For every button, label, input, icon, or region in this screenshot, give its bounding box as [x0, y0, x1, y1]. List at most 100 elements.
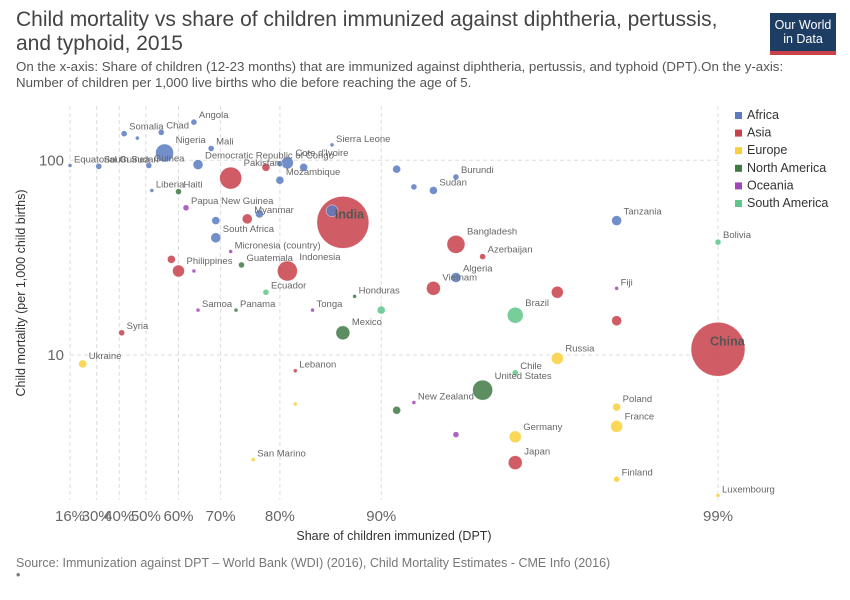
- legend-label[interactable]: Africa: [747, 108, 779, 122]
- data-point[interactable]: [507, 307, 524, 324]
- data-point[interactable]: [714, 238, 722, 246]
- data-point[interactable]: [452, 431, 460, 438]
- data-point[interactable]: [233, 307, 239, 313]
- point-label: Russia: [565, 343, 595, 354]
- axis-labels: 16%30%40%50% 60% 70% 80% 90% 99% 100 10 Share of…: [14, 152, 733, 543]
- data-point[interactable]: [610, 420, 623, 433]
- data-point[interactable]: [512, 369, 519, 377]
- data-point[interactable]: [452, 173, 460, 181]
- data-point[interactable]: [95, 163, 102, 170]
- data-point[interactable]: [120, 130, 128, 137]
- data-point[interactable]: [276, 160, 284, 167]
- data-point[interactable]: [293, 401, 298, 407]
- data-point[interactable]: [690, 322, 746, 377]
- legend-label[interactable]: South America: [747, 196, 828, 210]
- data-point[interactable]: [275, 176, 285, 185]
- data-point[interactable]: [329, 142, 335, 148]
- legend-swatch: [735, 129, 742, 137]
- data-point[interactable]: [238, 261, 245, 269]
- point-label: Mali: [216, 136, 233, 147]
- x-tick-label: 99%: [703, 508, 733, 525]
- grid-lines: [69, 106, 719, 500]
- data-point[interactable]: [429, 186, 438, 195]
- data-point[interactable]: [426, 281, 441, 296]
- data-point[interactable]: [228, 249, 233, 254]
- data-point[interactable]: [377, 305, 386, 315]
- data-point[interactable]: [191, 268, 197, 274]
- data-point[interactable]: [67, 163, 73, 168]
- data-point[interactable]: [158, 129, 165, 136]
- data-point[interactable]: [611, 215, 622, 226]
- point-label: Panama: [240, 299, 276, 310]
- legend-label[interactable]: North America: [747, 161, 826, 175]
- data-point[interactable]: [551, 286, 564, 299]
- point-label: Germany: [523, 422, 562, 433]
- x-tick-label: 50%: [131, 508, 161, 525]
- data-point[interactable]: [210, 232, 221, 243]
- data-point[interactable]: [192, 159, 204, 170]
- data-point[interactable]: [182, 204, 190, 212]
- data-point[interactable]: [509, 430, 522, 444]
- x-tick-label: 60%: [163, 508, 193, 525]
- data-point[interactable]: [242, 213, 253, 225]
- point-label: France: [625, 411, 655, 422]
- point-label: Cote d'Ivoire: [295, 148, 348, 159]
- legend-label[interactable]: Europe: [747, 143, 787, 157]
- data-point[interactable]: [219, 166, 242, 190]
- data-point[interactable]: [145, 162, 153, 169]
- data-point[interactable]: [211, 216, 220, 225]
- our-world-in-data-logo[interactable]: Our World in Data: [770, 13, 836, 55]
- data-point[interactable]: [450, 272, 462, 283]
- data-point[interactable]: [611, 315, 622, 326]
- point-label: Chad: [166, 120, 189, 131]
- point-label: Ukraine: [89, 351, 122, 362]
- data-point[interactable]: [715, 493, 721, 498]
- data-point[interactable]: [78, 359, 87, 369]
- data-point[interactable]: [251, 457, 256, 462]
- point-label: South Africa: [223, 224, 275, 235]
- data-point[interactable]: [149, 188, 155, 193]
- point-label: South Sudan: [104, 154, 159, 165]
- legend-swatch: [735, 164, 742, 172]
- data-point[interactable]: [446, 235, 466, 254]
- data-point[interactable]: [508, 455, 523, 470]
- point-label: India: [335, 207, 365, 221]
- point-label: San Marino: [257, 449, 306, 460]
- data-point[interactable]: [118, 329, 125, 337]
- data-point[interactable]: [299, 163, 308, 172]
- legend-label[interactable]: Oceania: [747, 178, 794, 192]
- data-point[interactable]: [410, 183, 418, 191]
- y-tick-label: 100: [39, 152, 64, 169]
- data-point[interactable]: [255, 209, 264, 219]
- data-point[interactable]: [392, 406, 401, 415]
- data-point[interactable]: [172, 264, 185, 278]
- data-point[interactable]: [472, 379, 493, 401]
- data-point[interactable]: [135, 135, 140, 141]
- data-point[interactable]: [613, 476, 620, 483]
- data-point[interactable]: [310, 307, 315, 313]
- data-point[interactable]: [479, 253, 486, 260]
- data-point[interactable]: [277, 260, 298, 282]
- data-point[interactable]: [293, 368, 298, 373]
- data-point[interactable]: [262, 289, 270, 296]
- data-point[interactable]: [195, 307, 201, 313]
- data-point[interactable]: [207, 145, 215, 152]
- legend-label[interactable]: Asia: [747, 126, 771, 140]
- data-point[interactable]: [175, 188, 182, 195]
- source-note: Source: Immunization against DPT – World…: [16, 556, 611, 570]
- data-point[interactable]: [167, 255, 176, 264]
- data-point[interactable]: [612, 402, 621, 412]
- data-point[interactable]: [261, 163, 271, 172]
- data-point[interactable]: [155, 143, 174, 163]
- data-point[interactable]: [190, 118, 198, 126]
- point-label: Luxembourg: [722, 484, 775, 495]
- data-point[interactable]: [411, 400, 417, 405]
- data-point[interactable]: [551, 352, 564, 365]
- data-point[interactable]: [335, 325, 351, 341]
- data-point[interactable]: [614, 286, 619, 291]
- point-label: Guinea: [154, 154, 185, 165]
- data-point[interactable]: [352, 294, 357, 299]
- data-point[interactable]: [325, 204, 339, 218]
- data-point[interactable]: [316, 196, 370, 249]
- data-point[interactable]: [392, 164, 401, 174]
